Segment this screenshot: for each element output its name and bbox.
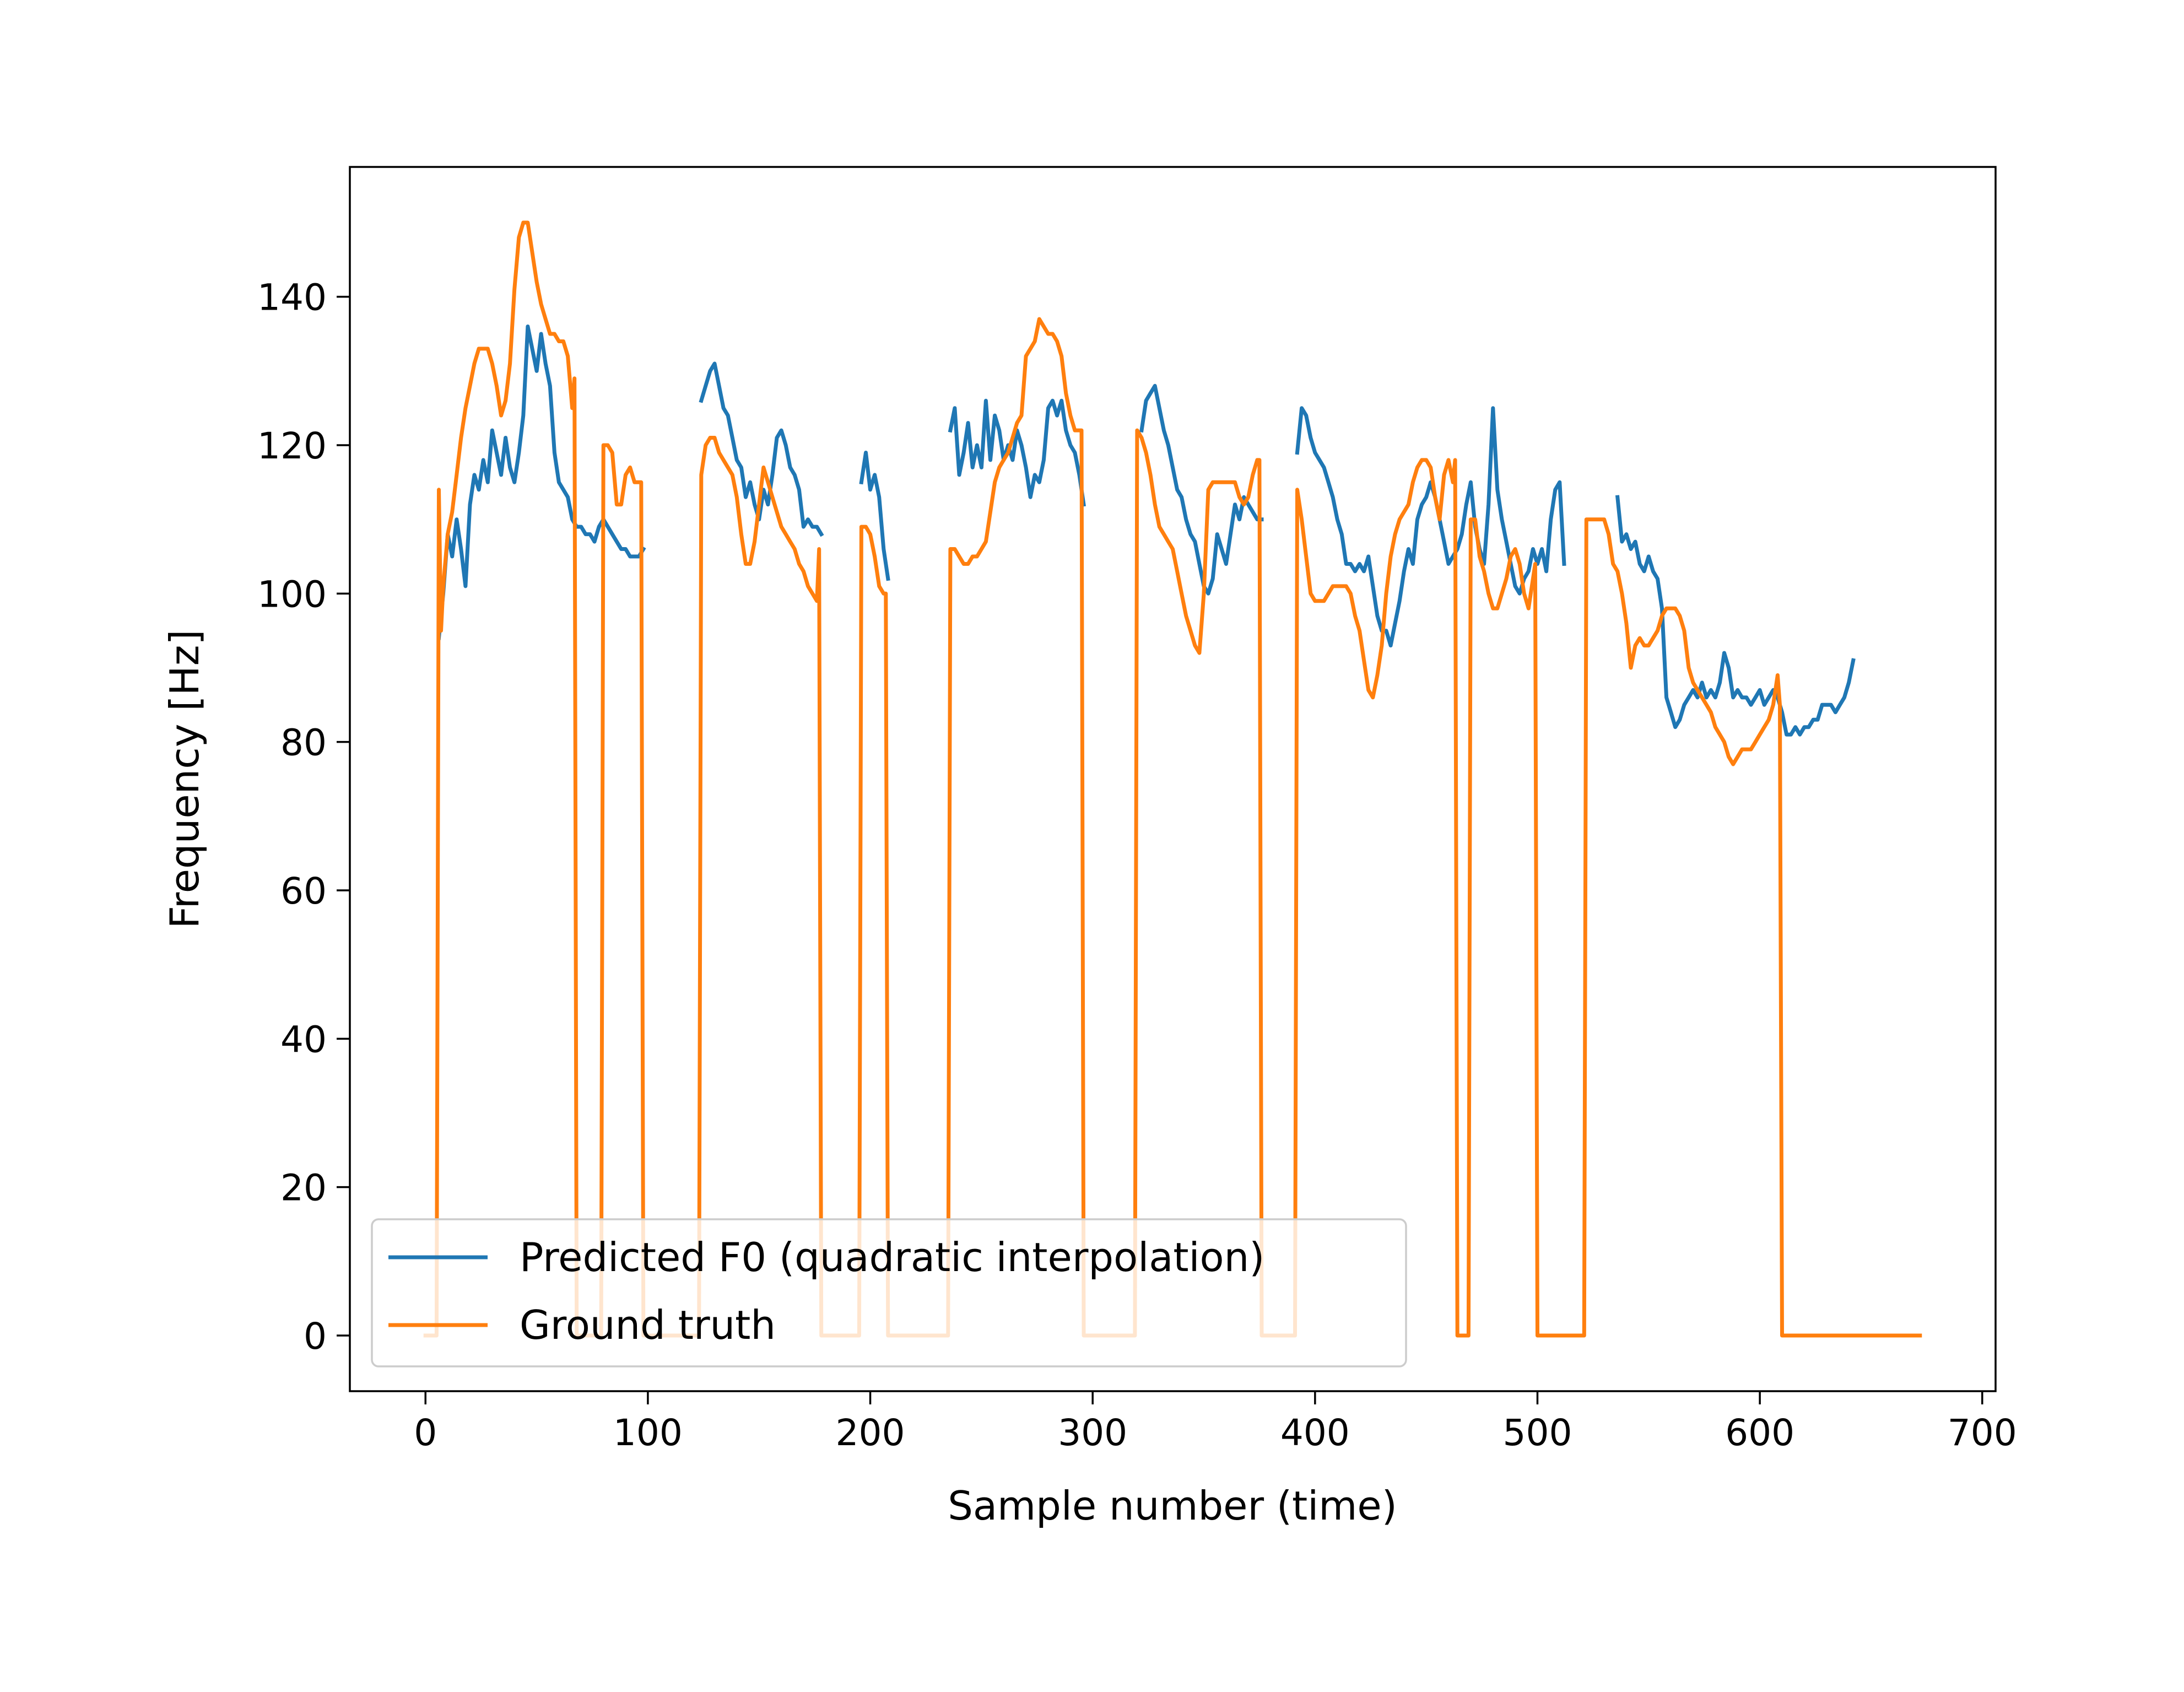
- y-tick-label: 120: [257, 425, 327, 467]
- x-tick-label: 600: [1725, 1412, 1794, 1454]
- x-tick-label: 0: [414, 1412, 437, 1454]
- series-predicted-segment-7: [1615, 495, 1856, 737]
- x-tick-label: 300: [1058, 1412, 1127, 1454]
- y-tick-label: 80: [280, 722, 327, 764]
- x-tick-label: 700: [1948, 1412, 2017, 1454]
- series-predicted-segment-4: [948, 398, 1086, 507]
- legend-box: [371, 1218, 1407, 1367]
- x-tick-label: 400: [1280, 1412, 1350, 1454]
- y-tick-label: 60: [280, 870, 327, 912]
- y-tick-label: 20: [280, 1167, 327, 1209]
- plot-area: [349, 166, 1997, 1392]
- y-axis: 0 20 40 60 80 100 120 140: [257, 277, 350, 1358]
- x-axis-label: Sample number (time): [948, 1483, 1397, 1529]
- x-tick-label: 200: [836, 1412, 905, 1454]
- series-layer: [423, 220, 1922, 1338]
- x-tick-label: 500: [1502, 1412, 1572, 1454]
- series-predicted-segment-3: [859, 451, 890, 581]
- legend-label-ground-truth: Ground truth: [520, 1302, 776, 1348]
- x-axis: 0 100 200 300 400 500 600 700: [414, 1391, 2017, 1454]
- series-predicted-segment-5: [1139, 383, 1264, 596]
- series-ground-truth-line: [423, 220, 1922, 1338]
- legend-label-predicted: Predicted F0 (quadratic interpolation): [520, 1234, 1264, 1280]
- y-tick-label: 100: [257, 573, 327, 615]
- series-predicted-segment-1: [436, 325, 646, 640]
- y-tick-label: 140: [257, 277, 327, 319]
- plot-frame: [349, 166, 1997, 1392]
- y-tick-label: 40: [280, 1018, 327, 1061]
- y-tick-label: 0: [304, 1315, 327, 1358]
- x-tick-label: 100: [613, 1412, 683, 1454]
- legend: Predicted F0 (quadratic interpolation) G…: [371, 1218, 1407, 1367]
- series-predicted-segment-6: [1295, 406, 1566, 648]
- y-axis-label: Frequency [Hz]: [161, 630, 208, 929]
- series-predicted-segment-2: [699, 361, 824, 537]
